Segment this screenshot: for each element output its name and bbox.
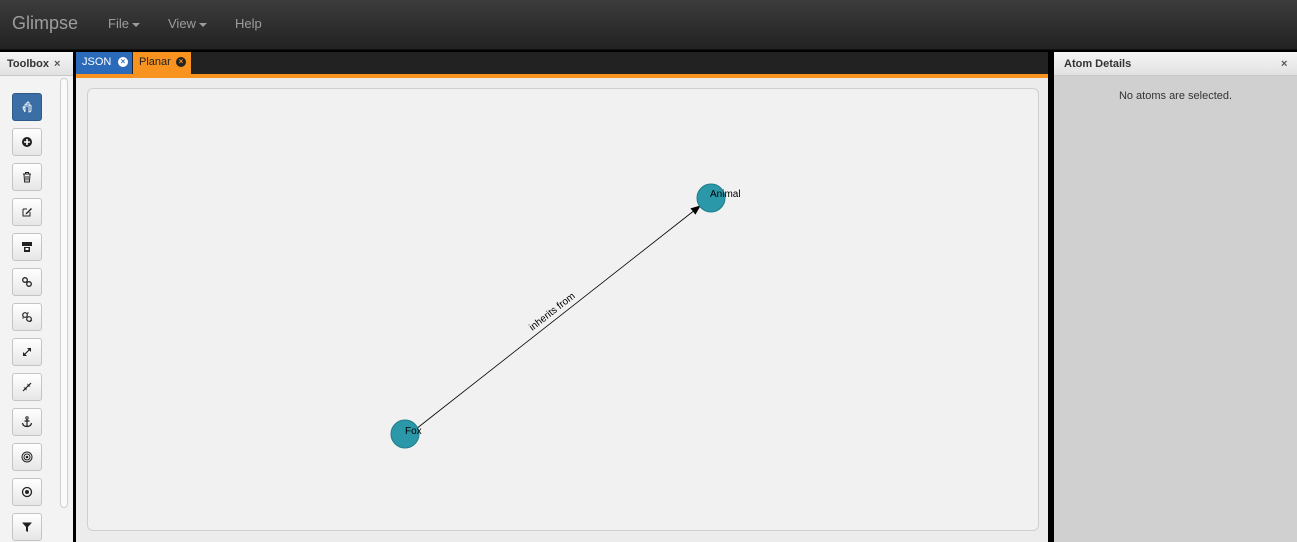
tool-unlink-button[interactable]: [12, 303, 42, 331]
tool-expand-button[interactable]: [12, 338, 42, 366]
toolbox-scrollbar[interactable]: [59, 76, 69, 542]
menu-help[interactable]: Help: [235, 16, 262, 31]
menu-help-label: Help: [235, 16, 262, 31]
add-circle-icon: [22, 137, 32, 147]
chevron-down-icon: [131, 22, 140, 27]
tab-json[interactable]: JSON ×: [76, 52, 132, 74]
menu-file-label: File: [108, 16, 129, 31]
graph-node-animal[interactable]: [696, 183, 726, 213]
dot-circle-icon: [21, 486, 33, 498]
toolbox-body: [0, 76, 73, 542]
atom-details-close-icon[interactable]: ×: [1281, 58, 1288, 70]
menu-file[interactable]: File: [108, 16, 140, 31]
tool-anchor-button[interactable]: [12, 408, 42, 436]
pointer-hand-icon: [22, 101, 32, 113]
tab-bar: JSON × Planar ×: [76, 52, 1048, 74]
tool-delete-button[interactable]: [12, 163, 42, 191]
tool-filter-button[interactable]: [12, 513, 42, 541]
merge-icon: [22, 242, 32, 252]
tool-dot-circle-button[interactable]: [12, 478, 42, 506]
tool-pointer-button[interactable]: [12, 93, 42, 121]
trash-icon: [23, 172, 31, 183]
filter-icon: [22, 522, 32, 532]
tool-merge-button[interactable]: [12, 233, 42, 261]
tab-json-label: JSON: [82, 56, 112, 68]
active-tab-underline: [76, 74, 1048, 78]
atom-details-title: Atom Details: [1064, 58, 1132, 70]
link-icon: [22, 277, 32, 287]
edge-line[interactable]: [415, 205, 701, 430]
tool-link-button[interactable]: [12, 268, 42, 296]
unlink-icon: [22, 312, 33, 323]
graph-svg[interactable]: inherits from Animal Fox: [88, 89, 1040, 532]
main-view: JSON × Planar × inherits from Animal Fox: [76, 52, 1048, 542]
toolbox-panel: Toolbox ×: [0, 52, 73, 542]
tool-compress-button[interactable]: [12, 373, 42, 401]
planar-canvas[interactable]: inherits from Animal Fox: [87, 88, 1039, 531]
tab-planar[interactable]: Planar ×: [133, 52, 191, 74]
toolbox-close-icon[interactable]: ×: [54, 58, 61, 70]
tab-planar-label: Planar: [139, 56, 171, 68]
graph-node-fox[interactable]: [390, 419, 420, 449]
graph-node-animal-label: Animal: [710, 189, 741, 200]
compress-icon: [22, 382, 32, 392]
tool-edit-button[interactable]: [12, 198, 42, 226]
chevron-down-icon: [198, 22, 207, 27]
anchor-icon: [21, 416, 33, 428]
no-selection-message: No atoms are selected.: [1118, 90, 1233, 102]
atom-details-header: Atom Details ×: [1054, 52, 1297, 76]
menu-view[interactable]: View: [168, 16, 207, 31]
toolbox-title: Toolbox: [7, 58, 49, 70]
toolbox-scroll-thumb[interactable]: [60, 78, 68, 508]
tool-add-button[interactable]: [12, 128, 42, 156]
edit-icon: [22, 208, 32, 217]
app-brand[interactable]: Glimpse: [12, 13, 79, 33]
menu-view-label: View: [168, 16, 196, 31]
tool-target-button[interactable]: [12, 443, 42, 471]
toolbox-header: Toolbox ×: [0, 52, 73, 76]
top-navbar: Glimpse File View Help: [0, 0, 1297, 50]
expand-icon: [23, 348, 31, 356]
graph-node-fox-label: Fox: [405, 426, 422, 437]
target-icon: [21, 451, 33, 463]
atom-details-panel: Atom Details × No atoms are selected.: [1054, 52, 1297, 542]
tab-json-close-icon[interactable]: ×: [118, 57, 128, 67]
edge-label: inherits from: [527, 291, 577, 334]
tab-planar-close-icon[interactable]: ×: [176, 57, 186, 67]
